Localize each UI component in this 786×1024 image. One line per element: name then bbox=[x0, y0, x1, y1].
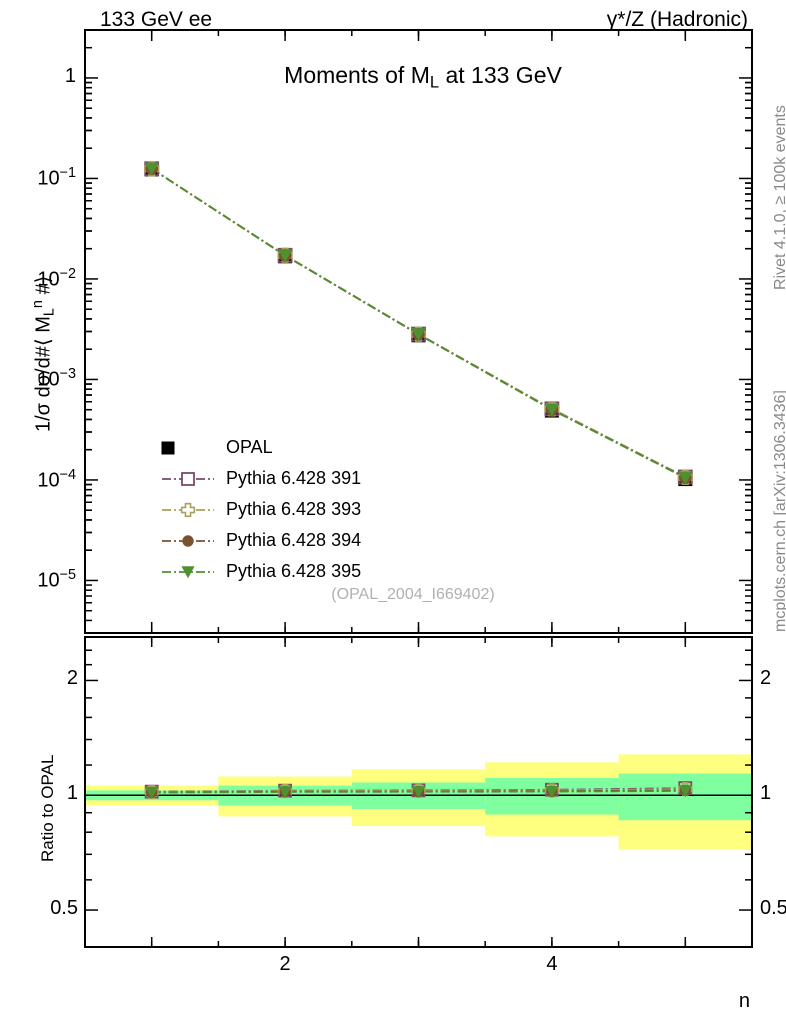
ratio-y-tick-label: 1 bbox=[66, 782, 78, 805]
plot-title-post: at 133 GeV bbox=[439, 62, 562, 88]
marker-open-square bbox=[181, 471, 195, 486]
marker-filled-triangle-down bbox=[278, 786, 292, 799]
legend-label: Pythia 6.428 393 bbox=[226, 499, 362, 519]
plot-title: Moments of ML at 133 GeV bbox=[0, 62, 786, 93]
legend-label: Pythia 6.428 395 bbox=[226, 561, 362, 581]
legend-key-glyph bbox=[162, 471, 214, 486]
x-tick-label: 2 bbox=[279, 953, 291, 975]
plot-title-pre: Moments of M bbox=[284, 62, 430, 88]
marker-filled-triangle-down bbox=[678, 471, 693, 485]
x-tick-label: 4 bbox=[546, 953, 558, 975]
legend-label: Pythia 6.428 394 bbox=[226, 530, 362, 550]
main-y-tick-label: 10−5 bbox=[37, 567, 76, 592]
marker-filled-triangle-down bbox=[411, 328, 426, 342]
marker-filled-triangle-down bbox=[411, 786, 426, 799]
legend-key bbox=[160, 500, 216, 520]
legend-key-glyph bbox=[162, 534, 214, 547]
ratio-y-tick-label: 0.5 bbox=[50, 897, 78, 920]
marker-open-cross bbox=[180, 502, 196, 517]
marker-filled-square bbox=[161, 441, 175, 454]
plot-title-sub: L bbox=[429, 72, 440, 92]
ratio-markers-pythia-6-428-395 bbox=[145, 785, 692, 799]
marker-filled-triangle-down bbox=[678, 785, 692, 798]
marker-filled-triangle-down bbox=[181, 565, 195, 578]
header-beam-label: 133 GeV ee bbox=[100, 8, 213, 31]
legend-key bbox=[160, 531, 216, 551]
marker-filled-triangle-down bbox=[545, 785, 559, 798]
legend-item[interactable]: OPAL bbox=[160, 432, 361, 463]
main-y-tick-label: 10−4 bbox=[37, 466, 76, 492]
analysis-id-watermark: (OPAL_2004_I669402) bbox=[331, 586, 495, 603]
axis-ticks bbox=[84, 29, 753, 948]
legend-item[interactable]: Pythia 6.428 391 bbox=[160, 463, 361, 494]
main-y-tick-label: 10−2 bbox=[37, 265, 76, 291]
legend-item[interactable]: Pythia 6.428 394 bbox=[160, 525, 361, 556]
header-process-label: γ*/Z (Hadronic) bbox=[606, 8, 748, 31]
legend-key-glyph bbox=[162, 502, 214, 517]
marker-filled-circle bbox=[182, 534, 194, 547]
ratio-series-line bbox=[151, 790, 686, 794]
legend-key-glyph bbox=[162, 565, 214, 578]
ratio-panel-series bbox=[144, 781, 693, 800]
legend-label: Pythia 6.428 391 bbox=[226, 468, 362, 488]
ratio-y-tick-label: 2 bbox=[66, 667, 78, 690]
ratio-y-tick-label-right: 0.5 bbox=[760, 897, 786, 920]
ratio-y-tick-label-right: 2 bbox=[760, 667, 772, 690]
legend: OPAL Pythia 6.428 391 Pythia 6.428 393 Pyth… bbox=[160, 432, 361, 587]
marker-filled-triangle-down bbox=[144, 162, 159, 176]
main-y-tick-label: 10−3 bbox=[37, 366, 76, 391]
legend-key bbox=[160, 562, 216, 582]
series-markers-pythia-6-428-395 bbox=[144, 162, 693, 485]
main-y-tick-label: 10−1 bbox=[37, 165, 76, 190]
marker-filled-triangle-down bbox=[277, 249, 293, 263]
legend-item[interactable]: Pythia 6.428 395 bbox=[160, 556, 361, 587]
main-y-tick-label: 1 bbox=[64, 64, 76, 87]
legend-label: OPAL bbox=[226, 437, 273, 457]
legend-key bbox=[160, 469, 216, 489]
marker-filled-triangle-down bbox=[544, 403, 560, 417]
main-panel-series bbox=[144, 161, 693, 487]
legend-key bbox=[160, 438, 216, 458]
marker-filled-triangle-down bbox=[145, 786, 159, 799]
legend-item[interactable]: Pythia 6.428 393 bbox=[160, 494, 361, 525]
ratio-y-tick-label-right: 1 bbox=[760, 782, 772, 805]
legend-key-glyph bbox=[161, 441, 175, 454]
x-axis-title: n bbox=[738, 990, 750, 1012]
